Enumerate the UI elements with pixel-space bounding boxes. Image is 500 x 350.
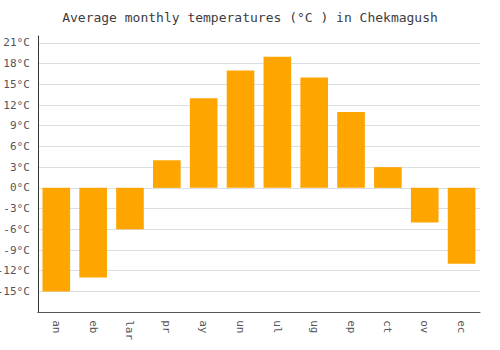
svg-text:-15°C: -15°C	[0, 285, 30, 298]
svg-text:ul: ul	[271, 320, 284, 333]
svg-text:3°C: 3°C	[10, 161, 30, 174]
svg-text:-12°C: -12°C	[0, 264, 30, 277]
svg-text:pr: pr	[160, 320, 173, 334]
svg-text:ov: ov	[418, 320, 431, 334]
svg-text:ec: ec	[455, 320, 468, 333]
svg-text:0°C: 0°C	[10, 181, 30, 194]
svg-text:ay: ay	[197, 320, 210, 334]
svg-text:an: an	[50, 320, 63, 333]
svg-text:12°C: 12°C	[3, 99, 30, 112]
svg-text:eb: eb	[87, 320, 100, 333]
svg-text:9°C: 9°C	[10, 119, 30, 132]
svg-text:Average monthly temperatures (: Average monthly temperatures (°C ) in Ch…	[62, 10, 438, 25]
svg-text:-3°C: -3°C	[3, 202, 30, 215]
svg-text:15°C: 15°C	[3, 78, 30, 91]
svg-text:un: un	[234, 320, 247, 333]
svg-text:21°C: 21°C	[3, 36, 30, 49]
svg-text:lar: lar	[123, 320, 136, 340]
svg-text:ct: ct	[381, 320, 394, 333]
svg-text:-9°C: -9°C	[3, 244, 30, 257]
svg-text:6°C: 6°C	[10, 140, 30, 153]
svg-text:ug: ug	[308, 320, 321, 333]
svg-text:-6°C: -6°C	[3, 223, 30, 236]
svg-text:ep: ep	[345, 320, 358, 333]
svg-text:18°C: 18°C	[3, 57, 30, 70]
